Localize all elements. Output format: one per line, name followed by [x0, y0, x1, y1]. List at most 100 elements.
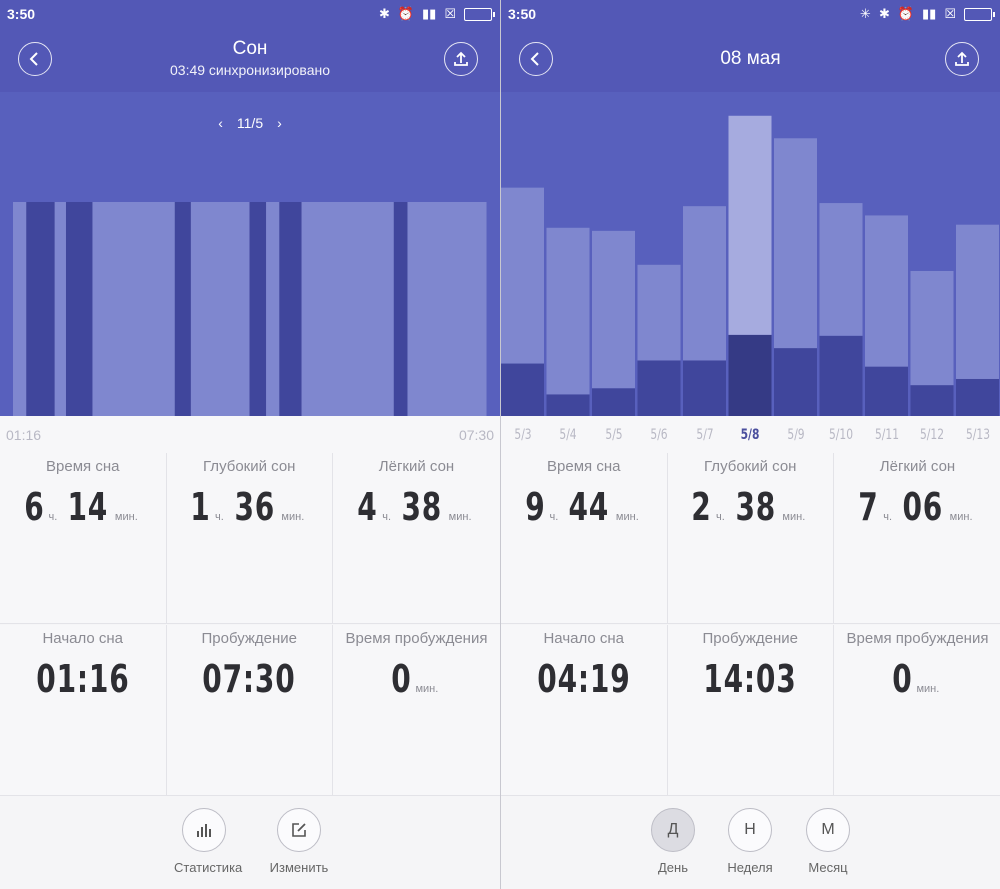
sleep-week-screen: 3:50 ✳ ✱ ⏰ ▮▮ ☒ 08 мая 5/3 5/4 5/5 5/6 5/7 5/…: [501, 0, 1000, 889]
share-button[interactable]: [945, 42, 979, 76]
deep-sleep-bar[interactable]: [819, 335, 863, 416]
stat-minutes: 0: [390, 656, 412, 701]
back-button[interactable]: [18, 42, 52, 76]
stat-value: 14:03: [703, 656, 797, 701]
deep-sleep-bar[interactable]: [637, 360, 681, 416]
stat-label: Пробуждение: [702, 629, 799, 647]
stat-minutes: 14: [67, 485, 109, 529]
bluetooth-icon: ✱: [878, 6, 890, 21]
loading-icon: ✳: [860, 6, 871, 21]
stat-minutes: 44: [568, 485, 610, 529]
light-sleep-bar[interactable]: [774, 138, 817, 349]
deep-sleep-segment: [26, 202, 56, 416]
period-button[interactable]: Д День: [643, 808, 703, 875]
day-tick-label[interactable]: 5/13: [965, 427, 990, 443]
light-sleep-segment: [301, 202, 395, 416]
hours-unit: ч.: [215, 511, 224, 523]
chevron-left-icon: [530, 52, 539, 66]
deep-sleep-bar[interactable]: [774, 348, 817, 416]
light-sleep-bar[interactable]: [819, 203, 863, 336]
deep-sleep-bar[interactable]: [956, 378, 999, 416]
stat-label: Лёгкий сон: [378, 458, 455, 475]
day-tick-label[interactable]: 5/7: [695, 427, 714, 443]
deep-sleep-bar[interactable]: [546, 394, 590, 416]
stats-grid: Время сна 9 ч. 44 мин. Глубокий сон 2 ч. 38 мин. Л…: [501, 453, 1000, 796]
light-sleep-bar[interactable]: [501, 187, 544, 364]
period-switcher: Д День Н Неделя М Месяц: [501, 796, 1000, 889]
hours-unit: ч.: [716, 511, 725, 523]
stats-grid: Время сна 6 ч. 14 мин. Глубокий сон 1 ч. 36 мин. Л…: [0, 453, 500, 796]
stat-label: Время пробуждения: [345, 629, 488, 647]
light-sleep-bar[interactable]: [637, 264, 681, 361]
stat-cell: Лёгкий сон 7 ч. 06 мин.: [834, 453, 1000, 624]
day-tick-label[interactable]: 5/4: [559, 427, 577, 443]
light-sleep-bar[interactable]: [865, 215, 908, 367]
edit-icon: [292, 823, 306, 837]
stat-hours: 6: [23, 485, 45, 529]
deep-sleep-bar[interactable]: [728, 334, 772, 416]
light-sleep-bar[interactable]: [956, 224, 999, 379]
header: 3:50 ✳ ✱ ⏰ ▮▮ ☒ 08 мая: [501, 0, 1000, 92]
light-sleep-bar[interactable]: [728, 115, 772, 335]
share-button[interactable]: [444, 42, 478, 76]
period-letter: Д: [651, 808, 695, 852]
stat-cell: Глубокий сон 1 ч. 36 мин.: [166, 453, 333, 624]
alarm-icon: ⏰: [897, 6, 915, 21]
day-tick-label[interactable]: 5/9: [786, 427, 805, 443]
sync-status: 03:49 синхронизировано: [170, 62, 330, 78]
current-date: 11/5: [236, 115, 264, 131]
stat-minutes: 06: [902, 485, 944, 529]
stat-cell: Лёгкий сон 4 ч. 38 мин.: [333, 453, 500, 624]
deep-sleep-bar[interactable]: [683, 360, 726, 416]
battery-icon: [964, 7, 995, 21]
light-sleep-bar[interactable]: [546, 227, 590, 395]
signal-icon: ▮▮: [922, 6, 937, 21]
stat-label: Пробуждение: [201, 629, 298, 647]
date-navigator: ‹ 11/5 ›: [0, 115, 500, 131]
deep-sleep-bar[interactable]: [592, 388, 635, 416]
stat-value: 04:19: [537, 656, 631, 701]
stat-label: Лёгкий сон: [879, 458, 956, 475]
stat-label: Глубокий сон: [704, 458, 797, 475]
back-button[interactable]: [519, 42, 553, 76]
stat-value: 07:30: [202, 656, 296, 701]
period-letter: М: [806, 808, 850, 852]
day-tick-label[interactable]: 5/3: [513, 427, 532, 443]
sleep-phase-bars: [13, 202, 487, 416]
day-tick-label[interactable]: 5/8: [740, 427, 760, 443]
deep-sleep-bar[interactable]: [865, 366, 908, 416]
period-letter: Н: [728, 808, 772, 852]
signal-icon: ▮▮: [422, 6, 437, 21]
sim-off-icon: ☒: [444, 6, 456, 21]
screen-divider: [500, 0, 501, 889]
light-sleep-segment: [13, 202, 27, 416]
minutes-unit: мин.: [114, 511, 138, 523]
edit-label: Изменить: [269, 860, 329, 875]
light-sleep-bar[interactable]: [592, 230, 635, 389]
prev-day-button[interactable]: ‹: [218, 115, 223, 131]
day-tick-label[interactable]: 5/6: [650, 427, 668, 443]
next-day-button[interactable]: ›: [277, 115, 282, 131]
light-sleep-bar[interactable]: [683, 206, 726, 361]
light-sleep-segment: [266, 202, 280, 416]
deep-sleep-bar[interactable]: [501, 363, 544, 416]
deep-sleep-bar[interactable]: [910, 385, 954, 416]
stat-label: Время пробуждения: [846, 629, 989, 647]
stat-hours: 4: [357, 485, 379, 529]
hours-unit: ч.: [549, 511, 559, 523]
day-tick-label[interactable]: 5/11: [874, 427, 899, 443]
light-sleep-segment: [54, 202, 67, 416]
minutes-unit: мин.: [949, 511, 973, 523]
day-tick-label[interactable]: 5/12: [919, 427, 945, 443]
period-button[interactable]: Н Неделя: [720, 808, 780, 875]
stat-hours: 2: [691, 485, 712, 529]
stat-label: Начало сна: [543, 629, 625, 647]
period-button[interactable]: М Месяц: [798, 808, 858, 875]
status-time: 3:50: [508, 6, 537, 22]
light-sleep-bar[interactable]: [910, 270, 954, 386]
day-tick-label[interactable]: 5/10: [828, 427, 854, 443]
statistics-button[interactable]: Статистика: [174, 808, 242, 875]
day-tick-label[interactable]: 5/5: [604, 427, 623, 443]
battery-icon: [464, 7, 495, 21]
edit-button[interactable]: Изменить: [269, 808, 329, 875]
